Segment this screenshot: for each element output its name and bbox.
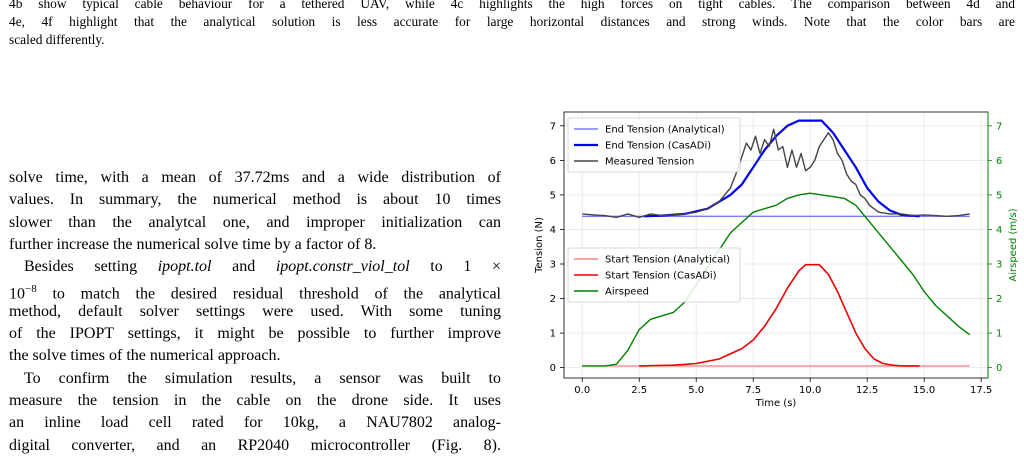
body-line: slower than the analytcal one, and impro…: [9, 213, 501, 231]
x-tick-label: 0.0: [574, 385, 590, 396]
x-tick-label: 12.5: [856, 385, 878, 396]
y2-tick-label: 3: [996, 260, 1002, 271]
y-tick-label: 1: [550, 329, 556, 340]
tension-airspeed-figure: 0.0 2.5 5.0 7.5 10.0 12.5 15.0 17.5 0 1 2 3 4 5 6 7 0 1 2 3…: [512, 108, 1024, 409]
legend-label: Start Tension (CasADi): [605, 271, 717, 282]
x-tick-label: 15.0: [913, 385, 935, 396]
body-line: of the IPOPT settings, it might be possi…: [9, 325, 501, 343]
body-line: To confirm the simulation results, a sen…: [24, 369, 501, 387]
legend-box-top: [567, 117, 741, 173]
y-tick-label: 3: [550, 260, 556, 271]
legend-box-bottom: [567, 247, 741, 303]
body-line: method, default solver settings were use…: [9, 302, 501, 320]
body-line: digital converter, and an RP2040 microco…: [9, 436, 501, 454]
series-line-start-casadi: [639, 263, 920, 367]
body-line: the solve times of the numerical approac…: [9, 347, 281, 365]
body-line: further increase the numerical solve tim…: [9, 235, 377, 253]
body-line: solve time, with a mean of 37.72ms and a…: [9, 169, 501, 186]
body-line: an inline load cell rated for 10kg, a NA…: [9, 414, 501, 432]
y-tick-label: 7: [550, 121, 556, 132]
body-line: values. In summary, the numerical method…: [9, 191, 501, 209]
caption-line: 4b show typical cable behaviour for a te…: [9, 0, 1015, 11]
y2-tick-label: 5: [996, 190, 1002, 201]
series-line-airspeed: [582, 192, 971, 367]
tension-airspeed-chart: 0.0 2.5 5.0 7.5 10.0 12.5 15.0 17.5 0 1 2 3 4 5 6 7 0 1 2 3…: [534, 111, 1019, 409]
figure-caption: 4b show typical cable behaviour for a te…: [9, 0, 1015, 49]
legend-label: End Tension (CasADi): [605, 141, 711, 152]
caption-line: scaled differently.: [9, 32, 105, 47]
text-run: and: [211, 258, 276, 276]
x-tick-label: 7.5: [745, 385, 761, 396]
y-tick-label: 5: [550, 190, 556, 201]
y-tick-label: 2: [550, 294, 556, 305]
code-term: ipopt.constr_viol_tol: [275, 258, 410, 276]
math-exponent: −8: [25, 283, 37, 296]
x-tick-label: 10.0: [799, 385, 821, 396]
body-text-column: solve time, with a mean of 37.72ms and a…: [9, 167, 501, 457]
text-run: to match the desired residual threshold …: [36, 285, 501, 303]
x-tick-label: 17.5: [970, 385, 992, 396]
text-run: to 1 ×: [409, 258, 502, 276]
x-tick-label: 5.0: [688, 385, 704, 396]
x-tick-label: 2.5: [631, 385, 647, 396]
body-line: Besides setting ipopt.tol and ipopt.cons…: [9, 256, 501, 278]
legend-label: Start Tension (Analytical): [605, 255, 730, 266]
y2-tick-label: 6: [996, 156, 1002, 167]
math-base: 10: [9, 285, 25, 303]
y2-tick-label: 2: [996, 294, 1002, 305]
y-axis-label: Tension (N): [534, 217, 545, 274]
code-term: ipopt.tol: [157, 258, 212, 276]
y2-tick-label: 4: [996, 225, 1002, 236]
caption-line: 4e, 4f highlight that the analytical sol…: [9, 14, 1015, 29]
body-line: 10−8 to match the desired residual thres…: [9, 278, 501, 303]
series-line-measured: [582, 128, 970, 219]
y2-tick-label: 7: [996, 121, 1002, 132]
text-run: Besides setting: [24, 258, 158, 276]
y2-tick-label: 0: [996, 363, 1002, 374]
y-tick-label: 6: [550, 156, 556, 167]
y-tick-label: 4: [550, 225, 556, 236]
body-line: measure the tension in the cable on the …: [9, 391, 501, 409]
legend-label: Airspeed: [605, 287, 649, 298]
y-tick-label: 0: [550, 363, 556, 374]
legend-label: End Tension (Analytical): [605, 125, 725, 136]
legend-label: Measured Tension: [605, 157, 694, 168]
x-axis-label: Time (s): [755, 398, 797, 408]
y2-axis-label: Airspeed (m/s): [1008, 208, 1019, 281]
y2-tick-label: 1: [996, 329, 1002, 340]
